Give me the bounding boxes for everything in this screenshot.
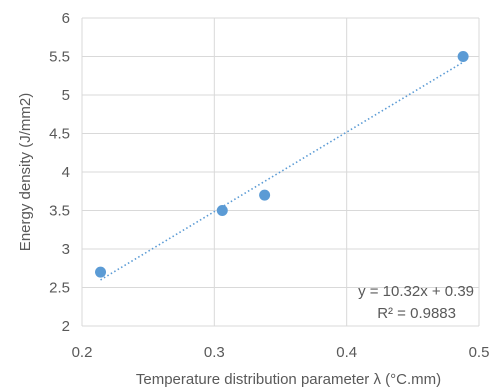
x-axis-title: Temperature distribution parameter λ (°C…	[136, 371, 441, 388]
data-point	[216, 205, 228, 216]
data-point	[259, 189, 271, 201]
data-point	[95, 266, 107, 278]
x-tick-label: 0.4	[336, 344, 357, 361]
trendline-equation: y = 10.32x + 0.39	[358, 283, 474, 300]
y-tick-labels: 2 2.5 3 3.5 4 4.5 5 5.5 6	[49, 10, 70, 335]
y-tick-label: 3	[62, 241, 70, 258]
y-tick-label: 4	[62, 164, 70, 181]
y-tick-label: 5	[62, 87, 70, 104]
y-tick-label: 6	[62, 10, 70, 27]
y-axis-title: Energy density (J/mm2)	[17, 93, 34, 251]
y-tick-label: 3.5	[49, 203, 70, 220]
r-squared-label: R² = 0.9883	[377, 305, 456, 322]
y-tick-label: 2.5	[49, 280, 70, 297]
data-points	[95, 51, 469, 278]
x-tick-label: 0.3	[204, 344, 225, 361]
x-tick-label: 0.2	[72, 344, 93, 361]
data-point	[457, 51, 469, 62]
y-tick-label: 4.5	[49, 126, 70, 143]
y-tick-label: 2	[62, 318, 70, 335]
gridlines	[81, 17, 480, 327]
trendline	[100, 61, 464, 281]
y-tick-label: 5.5	[49, 49, 70, 66]
x-tick-label: 0.5	[469, 344, 490, 361]
x-tick-labels: 0.2 0.3 0.4 0.5	[72, 344, 490, 361]
